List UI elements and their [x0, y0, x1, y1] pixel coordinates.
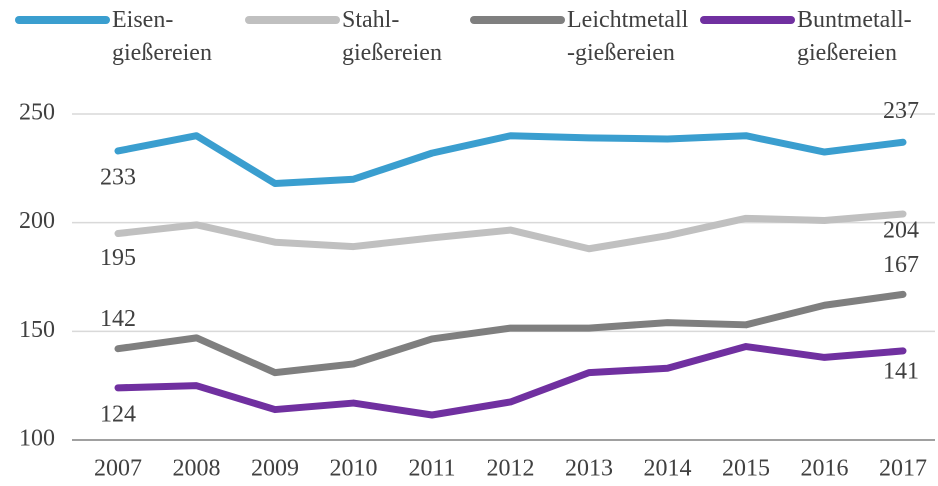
series-line	[114, 343, 907, 419]
legend-label: Stahl- gießereien	[342, 7, 442, 66]
data-label: 142	[100, 306, 136, 332]
x-tick-label: 2017	[879, 456, 927, 482]
x-tick-label: 2014	[644, 456, 692, 482]
data-label: 204	[883, 217, 919, 243]
x-tick-label: 2010	[330, 456, 378, 482]
data-label: 124	[100, 401, 136, 427]
x-tick-label: 2013	[565, 456, 613, 482]
y-tick-label: 150	[19, 317, 55, 343]
legend-swatch	[700, 16, 795, 24]
x-tick-label: 2012	[487, 456, 535, 482]
y-tick-label: 200	[19, 208, 55, 234]
data-label: 195	[100, 245, 136, 271]
series-line	[114, 290, 907, 377]
data-label: 167	[883, 252, 919, 278]
legend-swatch	[245, 16, 340, 24]
data-label: 233	[100, 164, 136, 190]
x-tick-label: 2008	[173, 456, 221, 482]
y-tick-label: 100	[19, 426, 55, 452]
y-tick-label: 250	[19, 100, 55, 126]
x-tick-label: 2011	[408, 456, 455, 482]
x-tick-label: 2009	[251, 456, 299, 482]
x-tick-label: 2015	[722, 456, 770, 482]
series-line	[114, 210, 907, 253]
x-tick-label: 2016	[801, 456, 849, 482]
legend-label: Buntmetall- gießereien	[797, 7, 912, 66]
data-label: 237	[883, 98, 919, 124]
series-line	[114, 132, 907, 188]
x-tick-label: 2007	[94, 456, 142, 482]
data-label: 141	[883, 358, 919, 384]
legend-label: Eisen- gießereien	[112, 7, 212, 66]
legend-label: Leichtmetall -gießereien	[567, 7, 689, 66]
legend-swatch	[15, 16, 110, 24]
legend-swatch	[470, 16, 565, 24]
